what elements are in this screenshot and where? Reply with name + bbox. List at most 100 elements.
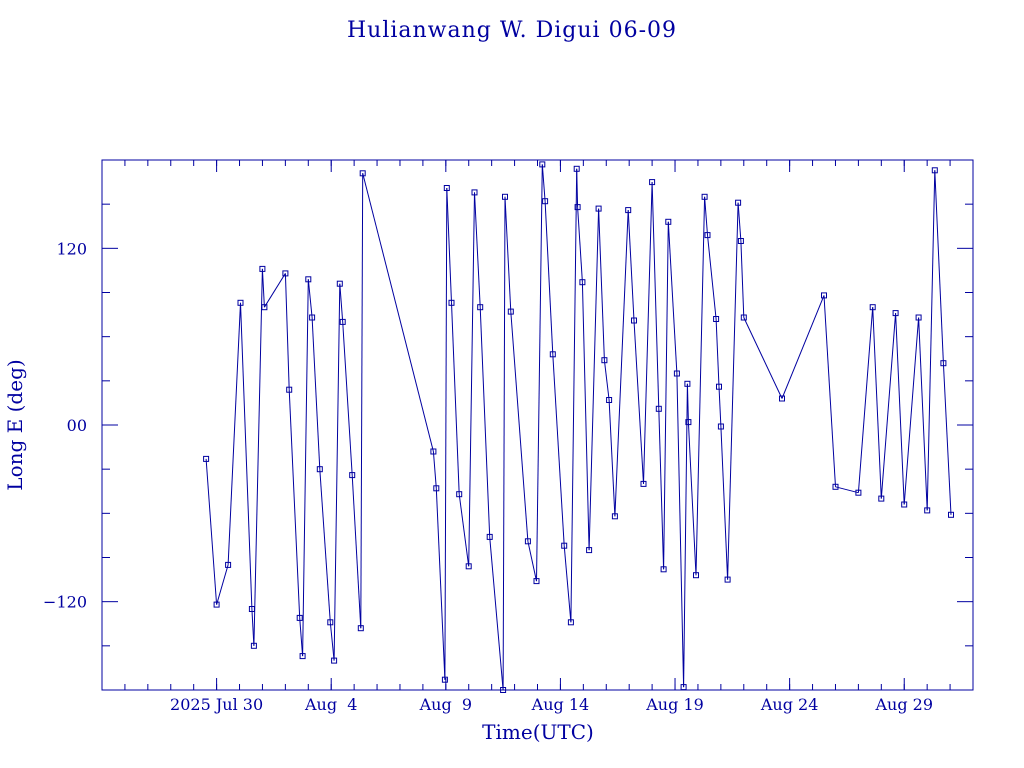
plot-frame	[101, 159, 974, 691]
data-point	[579, 279, 586, 286]
series-segment	[727, 202, 739, 580]
series-segment	[740, 240, 745, 318]
x-tick-label: 2025 Jul 30	[170, 695, 263, 714]
series-segment	[720, 426, 729, 580]
series-segment	[598, 208, 605, 361]
series-segment	[444, 187, 448, 680]
series-segment	[687, 422, 697, 576]
y-tick-label: 00	[67, 416, 87, 435]
data-point	[855, 489, 862, 496]
x-tick-label: Aug 9	[419, 695, 472, 714]
series-segment	[737, 202, 742, 242]
x-tick-label: Aug 24	[760, 695, 819, 714]
data-point	[595, 205, 602, 212]
series-segment	[781, 295, 825, 399]
data-point	[821, 292, 827, 299]
series-segment	[502, 196, 506, 690]
series-segment	[588, 208, 600, 551]
data-point	[336, 280, 343, 287]
series-segment	[577, 207, 583, 283]
series-segment	[302, 279, 309, 657]
series-segment	[608, 399, 616, 517]
data-point	[779, 395, 785, 402]
data-point	[225, 561, 232, 568]
data-point	[704, 232, 711, 239]
data-point	[282, 270, 289, 277]
x-tick-label: Aug 4	[304, 695, 357, 714]
series-segment	[342, 321, 353, 476]
series-segment	[552, 354, 565, 546]
data-point	[286, 386, 293, 393]
series-segment	[319, 469, 331, 623]
series-segment	[835, 486, 859, 494]
data-point	[649, 179, 656, 186]
data-point	[573, 165, 580, 172]
data-point	[443, 185, 450, 191]
data-point	[248, 606, 255, 612]
series-segment	[536, 164, 543, 582]
series-segment	[942, 363, 952, 515]
data-point	[203, 455, 210, 462]
series-segment	[263, 273, 286, 308]
series-segment	[872, 307, 882, 499]
data-point	[832, 483, 839, 490]
series-segment	[603, 360, 610, 401]
series-segment	[918, 317, 928, 511]
data-point	[502, 193, 508, 200]
data-point	[924, 507, 931, 514]
series-segment	[614, 210, 629, 517]
series-segment	[329, 622, 335, 661]
data-point	[549, 351, 556, 358]
data-point	[359, 170, 366, 177]
series-segment	[468, 192, 475, 567]
data-point	[915, 314, 922, 321]
data-point	[740, 314, 747, 321]
data-point	[542, 198, 549, 205]
series-segment	[633, 320, 644, 484]
series-segment	[299, 617, 304, 657]
data-point	[259, 265, 266, 272]
data-point	[561, 542, 568, 549]
series-segment	[458, 494, 470, 567]
series-segment	[541, 164, 546, 202]
series-segment	[823, 295, 836, 487]
data-point	[533, 578, 540, 585]
y-axis-label: Long E (deg)	[3, 359, 27, 490]
series-segment	[432, 451, 437, 489]
data-point	[717, 423, 724, 430]
series-segment	[261, 268, 265, 308]
data-point	[948, 511, 954, 518]
series-segment	[570, 168, 578, 623]
data-point	[331, 657, 338, 664]
data-point	[357, 625, 364, 632]
y-tick-label: −120	[43, 593, 87, 612]
x-tick-label: Aug 19	[645, 695, 704, 714]
plot-border	[101, 159, 974, 691]
x-tick-labels: 2025 Jul 30 Aug 4 Aug 9 Aug 14 Aug 19 Aug 24 A…	[170, 695, 933, 714]
data-point	[892, 310, 899, 317]
series-segment	[333, 283, 341, 661]
series-segment	[903, 317, 920, 505]
x-tick-label: Aug 14	[531, 695, 590, 714]
series-segment	[643, 182, 653, 484]
series-segment	[676, 373, 685, 688]
series-segment	[627, 210, 635, 321]
data-point	[901, 501, 908, 508]
series-segment	[926, 170, 936, 511]
data-point	[465, 563, 472, 570]
series-segment	[339, 283, 344, 322]
data-point	[940, 360, 947, 367]
series-segment	[216, 564, 229, 605]
data-point	[327, 619, 334, 626]
y-tick-labels: −120 00 120	[43, 239, 87, 611]
series-segment	[307, 279, 313, 318]
data-point	[606, 397, 613, 403]
data-point	[339, 318, 346, 325]
series-segment	[240, 302, 253, 610]
series-segment	[880, 313, 897, 499]
data-point	[878, 495, 885, 502]
data-point	[625, 207, 632, 214]
series-segment	[707, 235, 717, 320]
data-point	[441, 676, 448, 683]
data-point	[448, 299, 455, 306]
